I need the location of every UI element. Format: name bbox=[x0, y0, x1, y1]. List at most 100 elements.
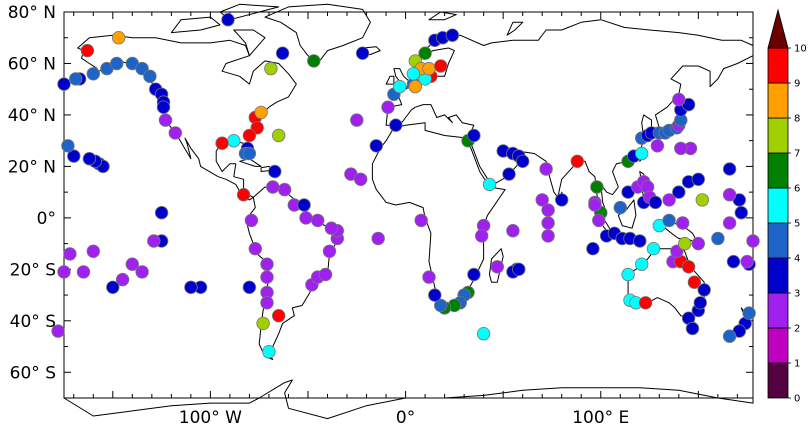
latitude-label: 20° S bbox=[10, 260, 56, 280]
station-marker bbox=[68, 72, 83, 86]
station-marker bbox=[143, 69, 157, 84]
colorbar-swatch bbox=[767, 47, 789, 84]
colorbar-swatch bbox=[767, 117, 789, 154]
station-marker bbox=[272, 128, 286, 143]
station-marker bbox=[590, 180, 604, 194]
station-marker bbox=[311, 213, 325, 228]
station-marker bbox=[592, 213, 606, 228]
station-marker bbox=[586, 241, 600, 256]
station-marker bbox=[51, 324, 65, 338]
station-marker bbox=[268, 164, 282, 179]
station-marker bbox=[371, 231, 385, 246]
station-marker bbox=[393, 79, 407, 94]
coastline-africa bbox=[371, 122, 506, 309]
colorbar-label: 5 bbox=[794, 219, 800, 230]
longitude-label: 100° E bbox=[572, 408, 629, 428]
station-marker bbox=[742, 306, 756, 320]
coastline-antarctica bbox=[63, 379, 754, 420]
station-marker bbox=[506, 223, 520, 238]
colorbar-swatch bbox=[767, 82, 789, 119]
station-marker bbox=[734, 205, 749, 220]
station-marker bbox=[740, 254, 754, 269]
colorbar-label: 2 bbox=[794, 324, 800, 335]
coastline-greenland bbox=[264, 3, 371, 64]
station-marker bbox=[408, 79, 423, 94]
station-marker bbox=[260, 296, 274, 310]
station-marker bbox=[428, 288, 442, 302]
longitude-labels: 100° W 0° 100° E bbox=[179, 408, 630, 428]
station-marker bbox=[227, 133, 241, 148]
station-marker bbox=[482, 177, 497, 192]
station-marker bbox=[512, 262, 526, 277]
station-marker bbox=[467, 128, 481, 143]
colorbar-label: 6 bbox=[794, 184, 800, 195]
station-marker bbox=[76, 265, 91, 279]
station-marker bbox=[691, 172, 706, 187]
station-marker bbox=[555, 193, 569, 207]
station-marker bbox=[248, 241, 263, 256]
station-marker bbox=[277, 182, 292, 197]
colorbar-swatch bbox=[767, 152, 789, 189]
station-marker bbox=[445, 28, 460, 42]
colorbar-label: 9 bbox=[794, 79, 800, 90]
station-marker bbox=[535, 193, 549, 207]
station-marker bbox=[381, 100, 395, 114]
station-marker bbox=[106, 280, 120, 295]
colorbar-label: 3 bbox=[794, 289, 800, 300]
colorbar-swatch bbox=[767, 327, 789, 364]
coastline-arctic-islands bbox=[170, 16, 221, 34]
station-marker bbox=[262, 345, 276, 359]
station-marker bbox=[674, 141, 688, 156]
station-marker bbox=[215, 136, 229, 150]
station-marker bbox=[168, 126, 183, 140]
station-marker bbox=[115, 272, 130, 287]
station-marker bbox=[63, 247, 77, 261]
station-marker bbox=[264, 61, 278, 76]
station-marker bbox=[726, 254, 741, 269]
station-marker bbox=[422, 270, 436, 284]
colorbar: 0 1 2 3 4 5 6 7 8 9 10 bbox=[767, 8, 807, 405]
station-marker bbox=[746, 234, 760, 248]
colorbar-swatch bbox=[767, 257, 789, 294]
colorbar-label: 0 bbox=[794, 394, 800, 405]
station-marker bbox=[722, 187, 737, 202]
station-marker bbox=[406, 67, 421, 81]
station-marker bbox=[638, 296, 653, 310]
station-marker bbox=[184, 280, 198, 295]
station-marker bbox=[434, 298, 448, 313]
latitude-labels: 80° N 60° N 40° N 20° N 0° 20° S 40° S 60° S bbox=[8, 3, 56, 383]
station-marker bbox=[722, 162, 737, 176]
station-marker bbox=[369, 139, 384, 153]
station-marker bbox=[422, 61, 436, 76]
colorbar-swatch bbox=[767, 292, 789, 329]
station-marker bbox=[490, 260, 505, 274]
latitude-label: 80° N bbox=[8, 3, 56, 23]
station-marker bbox=[648, 195, 663, 210]
station-marker bbox=[354, 172, 368, 187]
latitude-label: 40° N bbox=[8, 106, 56, 126]
station-marker bbox=[541, 216, 555, 230]
station-marker bbox=[125, 257, 140, 271]
longitude-label: 0° bbox=[396, 408, 415, 428]
station-marker bbox=[318, 267, 333, 282]
station-marker bbox=[418, 46, 432, 60]
coastline-madagascar bbox=[489, 248, 504, 283]
station-marker bbox=[676, 216, 690, 230]
station-marker bbox=[722, 329, 737, 343]
station-marker bbox=[111, 31, 126, 45]
coastline-ellesmere bbox=[219, 3, 280, 21]
station-marker bbox=[307, 54, 321, 68]
colorbar-swatch bbox=[767, 362, 789, 399]
station-marker bbox=[109, 56, 124, 71]
station-marker bbox=[697, 283, 711, 297]
station-marker bbox=[613, 200, 628, 215]
station-marker bbox=[86, 244, 101, 259]
station-marker bbox=[61, 139, 75, 153]
station-marker bbox=[297, 198, 311, 212]
station-marker bbox=[221, 13, 235, 27]
latitude-label: 60° S bbox=[10, 363, 56, 383]
station-marker bbox=[693, 296, 708, 310]
colorbar-label: 8 bbox=[794, 114, 800, 125]
station-marker bbox=[266, 180, 280, 194]
station-marker bbox=[711, 231, 725, 246]
